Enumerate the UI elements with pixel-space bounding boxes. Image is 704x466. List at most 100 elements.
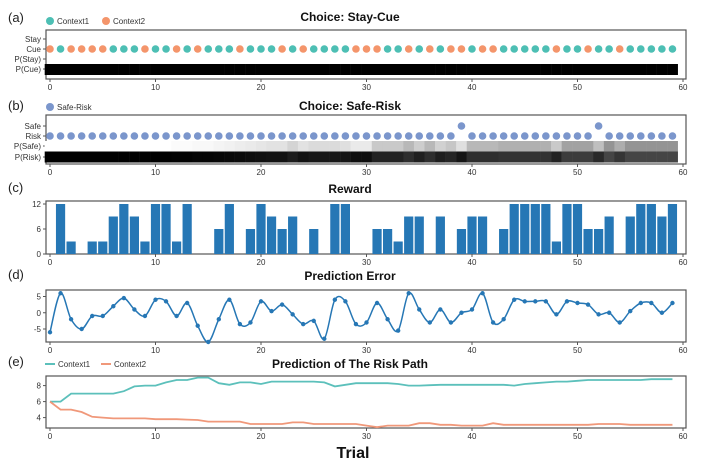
p-cue-cell: [582, 64, 594, 75]
choice-dot-context1: [383, 45, 392, 53]
p-cue-cell: [424, 64, 436, 75]
legend-label-context2: Context2: [113, 17, 146, 26]
reward-bar: [172, 241, 182, 254]
p-cue-cell: [192, 64, 204, 75]
p-safe-cell: [530, 141, 541, 152]
reward-bar: [509, 204, 519, 254]
choice-dot-context1: [520, 45, 529, 53]
p-risk-cell: [65, 151, 77, 163]
choice-dot-risk: [77, 132, 86, 140]
prediction-error-point: [58, 291, 63, 296]
choice-dot-context1: [594, 45, 603, 53]
choice-dot-risk: [520, 132, 529, 140]
choice-dot-risk: [162, 132, 170, 140]
x-tick-label: 20: [257, 258, 266, 267]
choice-dot-risk: [204, 132, 213, 140]
p-safe-cell: [276, 141, 288, 152]
prediction-error-point: [638, 300, 643, 306]
choice-dot-risk: [447, 132, 455, 140]
choice-dot-risk: [267, 132, 276, 140]
p-risk-cell: [329, 151, 341, 163]
p-safe-cell: [403, 141, 415, 152]
prediction-error-point: [132, 307, 137, 312]
p-cue-cell: [456, 64, 467, 75]
choice-dot-risk: [120, 132, 128, 140]
y-tick-label: -5: [34, 325, 42, 334]
prediction-error-point: [269, 308, 274, 314]
p-risk-cell: [466, 151, 478, 163]
choice-dot-context1: [215, 45, 223, 53]
choice-dot-risk: [246, 132, 255, 140]
prediction-error-point: [100, 313, 105, 319]
x-tick-label: 20: [257, 83, 266, 92]
p-risk-cell: [44, 151, 56, 163]
legend-label-context1: Context1: [57, 17, 90, 26]
legend-label-e-context2: Context2: [114, 360, 147, 369]
p-risk-cell: [192, 151, 204, 163]
p-risk-cell: [108, 151, 119, 163]
reward-bar: [266, 216, 277, 254]
p-cue-cell: [55, 64, 67, 75]
reward-bar: [119, 204, 129, 254]
p-safe-cell: [150, 141, 161, 152]
prediction-error-point: [184, 300, 190, 306]
title-d: Prediction Error: [304, 269, 396, 283]
choice-dot-context1: [162, 45, 170, 53]
p-safe-cell: [593, 141, 605, 152]
choice-dot-context2: [552, 45, 561, 53]
p-risk-cell: [424, 151, 436, 163]
y-tick-label: 5: [37, 293, 42, 302]
choice-dot-risk: [193, 132, 202, 140]
p-safe-cell: [498, 141, 510, 152]
reward-bar: [530, 204, 540, 254]
choice-dot-context1: [415, 45, 424, 53]
y-tick-label: P(Risk): [15, 153, 42, 162]
x-tick-label: 50: [573, 83, 582, 92]
choice-dot-risk: [331, 132, 339, 140]
p-safe-cell: [266, 141, 278, 152]
p-cue-cell: [255, 64, 267, 75]
reward-bar: [288, 216, 298, 254]
p-safe-cell: [424, 141, 436, 152]
p-cue-cell: [646, 64, 657, 75]
reward-bar: [667, 204, 678, 254]
p-cue-cell: [202, 64, 214, 75]
reward-bar: [224, 204, 234, 254]
p-risk-cell: [308, 151, 320, 163]
p-risk-cell: [276, 151, 288, 163]
choice-dot-risk: [552, 132, 561, 140]
choice-dot-context1: [563, 45, 571, 53]
reward-bar: [393, 241, 403, 254]
y-tick-label: 0: [37, 309, 42, 318]
p-cue-cell: [551, 64, 562, 75]
p-risk-cell: [456, 151, 467, 163]
choice-dot-context1: [341, 45, 350, 53]
prediction-error-point: [216, 317, 221, 322]
prediction-error-point: [111, 304, 116, 309]
prediction-error-point: [554, 312, 559, 317]
y-tick-label: Risk: [25, 132, 42, 141]
choice-dot-context2: [141, 45, 149, 53]
p-risk-cell: [603, 151, 615, 163]
choice-dot-context1: [183, 45, 191, 53]
reward-bar: [562, 204, 572, 254]
prediction-error-point: [353, 321, 359, 327]
p-risk-cell: [319, 151, 330, 163]
prediction-error-point: [90, 313, 95, 319]
choice-dot-risk: [98, 132, 107, 140]
choice-dot-risk: [373, 132, 381, 140]
reward-bar: [414, 216, 424, 254]
p-cue-cell: [656, 64, 668, 75]
choice-dot-context1: [309, 45, 318, 53]
p-cue-cell: [445, 64, 457, 75]
y-tick-label: P(Cue): [16, 65, 42, 74]
choice-dot-context1: [436, 45, 445, 53]
y-tick-label: 6: [37, 225, 42, 234]
p-cue-cell: [561, 64, 573, 75]
choice-dot-risk: [668, 132, 677, 140]
p-risk-cell: [171, 151, 183, 163]
x-tick-label: 20: [257, 346, 266, 355]
p-safe-cell: [540, 141, 552, 152]
prediction-error-point: [153, 297, 158, 302]
p-cue-cell: [413, 64, 425, 75]
